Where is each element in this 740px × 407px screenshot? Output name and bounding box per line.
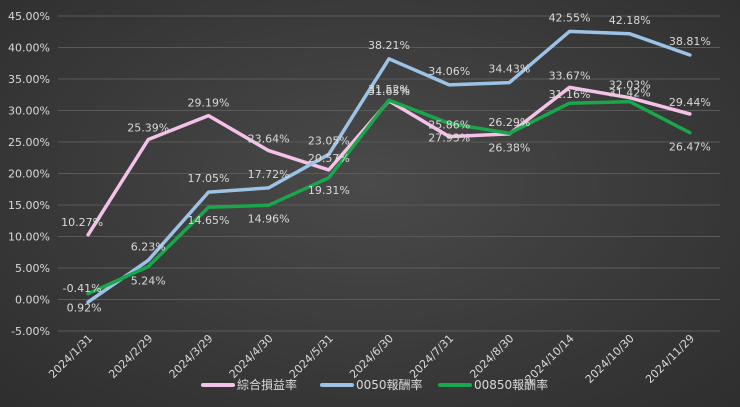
y-tick-label: 15.00%	[8, 199, 50, 212]
data-label: 17.05%	[187, 172, 229, 185]
data-label: 33.67%	[549, 69, 591, 82]
y-tick-label: 40.00%	[8, 42, 50, 55]
data-label: 10.27%	[61, 216, 103, 229]
data-label: 14.65%	[187, 214, 229, 227]
data-label: 19.31%	[308, 184, 350, 197]
data-label: 34.43%	[488, 63, 530, 76]
x-tick-label: 2024/10/30	[583, 332, 637, 386]
data-label: 38.81%	[669, 35, 711, 48]
data-label: 17.72%	[248, 168, 290, 181]
data-label: 26.38%	[488, 141, 530, 154]
data-label: 6.23%	[131, 240, 166, 253]
data-label: 31.16%	[549, 88, 591, 101]
y-tick-label: 5.00%	[15, 262, 50, 275]
data-label: 32.03%	[609, 79, 651, 92]
data-label: 31.65%	[368, 85, 410, 98]
y-axis-ticks: -5.00% 0.00% 5.00% 10.00% 15.00% 20.00% 25.00%…	[8, 10, 50, 338]
data-label: 20.57%	[308, 152, 350, 165]
y-tick-label: 45.00%	[8, 10, 50, 23]
series-lines	[86, 29, 692, 304]
y-tick-label: 20.00%	[8, 168, 50, 181]
legend-label: 綜合損益率	[237, 377, 297, 392]
x-tick-label: 2024/3/29	[166, 332, 215, 381]
series-line-0	[86, 85, 692, 237]
data-label: -0.41%	[63, 282, 102, 295]
data-label: 26.47%	[669, 141, 711, 154]
data-label: 31.42%	[609, 87, 651, 100]
legend: 綜合損益率 0050報酬率 00850報酬率	[201, 377, 548, 392]
series-line-1	[86, 29, 692, 304]
data-label: 29.44%	[669, 96, 711, 109]
data-label: 34.06%	[428, 65, 470, 78]
data-label: 27.93%	[428, 132, 470, 145]
x-tick-label: 2024/1/31	[46, 332, 95, 381]
y-tick-label: 35.00%	[8, 73, 50, 86]
data-label: 23.05%	[308, 134, 350, 147]
data-label: 14.96%	[248, 212, 290, 225]
data-label: 25.86%	[428, 119, 470, 132]
legend-label: 00850報酬率	[474, 377, 548, 392]
data-labels: 10.27% 25.39% 29.19% 23.64% 20.57% 31.52% 25.8…	[61, 11, 711, 314]
x-tick-label: 2024/7/31	[407, 332, 456, 381]
y-tick-label: -5.00%	[11, 325, 50, 338]
data-label: 0.92%	[67, 302, 102, 315]
legend-label: 0050報酬率	[356, 377, 423, 392]
x-tick-label: 2024/6/30	[347, 332, 396, 381]
x-tick-label: 2024/11/29	[643, 332, 697, 386]
x-tick-label: 2024/2/29	[106, 332, 155, 381]
x-tick-label: 2024/5/31	[287, 332, 336, 381]
data-label: 25.39%	[127, 122, 169, 135]
data-label: 31.52%	[368, 83, 410, 96]
data-label: 5.24%	[131, 274, 166, 287]
y-tick-label: 10.00%	[8, 231, 50, 244]
series-line-2	[86, 98, 692, 296]
data-label: 38.21%	[368, 39, 410, 52]
y-tick-label: 30.00%	[8, 105, 50, 118]
y-tick-label: 25.00%	[8, 136, 50, 149]
x-tick-label: 2024/4/30	[227, 332, 276, 381]
data-label: 42.55%	[549, 11, 591, 24]
y-tick-label: 0.00%	[15, 294, 50, 307]
gridlines	[58, 15, 720, 332]
data-label: 42.18%	[609, 14, 651, 27]
data-label: 23.64%	[248, 133, 290, 146]
data-label: 26.29%	[488, 116, 530, 129]
data-label: 29.19%	[187, 97, 229, 110]
x-tick-label: 2024/8/30	[467, 332, 516, 381]
